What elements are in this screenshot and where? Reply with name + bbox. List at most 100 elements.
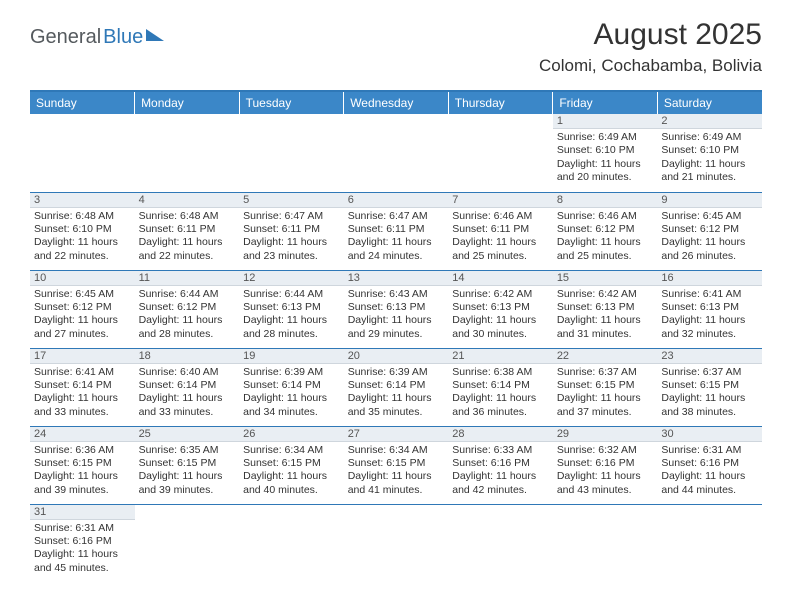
- daylight-text-1: Daylight: 11 hours: [243, 392, 340, 405]
- weekday-header: Monday: [135, 92, 240, 114]
- sunrise-text: Sunrise: 6:42 AM: [557, 288, 654, 301]
- sunset-text: Sunset: 6:16 PM: [661, 457, 758, 470]
- weekday-header: Thursday: [448, 92, 553, 114]
- sunrise-text: Sunrise: 6:35 AM: [139, 444, 236, 457]
- daylight-text-1: Daylight: 11 hours: [34, 548, 131, 561]
- sunrise-text: Sunrise: 6:44 AM: [139, 288, 236, 301]
- day-number: 10: [30, 271, 135, 286]
- logo-triangle-icon: [146, 29, 164, 41]
- calendar-weekday-header: SundayMondayTuesdayWednesdayThursdayFrid…: [30, 92, 762, 114]
- sunrise-text: Sunrise: 6:37 AM: [661, 366, 758, 379]
- daylight-text-2: and 34 minutes.: [243, 406, 340, 419]
- day-number: 14: [448, 271, 553, 286]
- day-number: 4: [135, 193, 240, 208]
- day-details: Sunrise: 6:37 AMSunset: 6:15 PMDaylight:…: [657, 364, 762, 424]
- sunset-text: Sunset: 6:14 PM: [139, 379, 236, 392]
- calendar-day-cell: 6Sunrise: 6:47 AMSunset: 6:11 PMDaylight…: [344, 192, 449, 270]
- daylight-text-2: and 33 minutes.: [139, 406, 236, 419]
- sunset-text: Sunset: 6:15 PM: [243, 457, 340, 470]
- sunrise-text: Sunrise: 6:49 AM: [661, 131, 758, 144]
- sunrise-text: Sunrise: 6:37 AM: [557, 366, 654, 379]
- daylight-text-2: and 32 minutes.: [661, 328, 758, 341]
- sunset-text: Sunset: 6:13 PM: [348, 301, 445, 314]
- calendar-day-cell: 12Sunrise: 6:44 AMSunset: 6:13 PMDayligh…: [239, 270, 344, 348]
- sunset-text: Sunset: 6:13 PM: [243, 301, 340, 314]
- sunset-text: Sunset: 6:10 PM: [34, 223, 131, 236]
- logo-text-blue: Blue: [103, 26, 143, 49]
- sunrise-text: Sunrise: 6:44 AM: [243, 288, 340, 301]
- location-label: Colomi, Cochabamba, Bolivia: [30, 56, 762, 76]
- calendar-week-row: 31Sunrise: 6:31 AMSunset: 6:16 PMDayligh…: [30, 504, 762, 582]
- daylight-text-1: Daylight: 11 hours: [557, 392, 654, 405]
- calendar-day-cell: 2Sunrise: 6:49 AMSunset: 6:10 PMDaylight…: [657, 114, 762, 192]
- calendar-empty-cell: [239, 114, 344, 192]
- sunrise-text: Sunrise: 6:43 AM: [348, 288, 445, 301]
- daylight-text-1: Daylight: 11 hours: [34, 314, 131, 327]
- weekday-header: Friday: [553, 92, 658, 114]
- daylight-text-1: Daylight: 11 hours: [243, 236, 340, 249]
- daylight-text-2: and 45 minutes.: [34, 562, 131, 575]
- day-number: 30: [657, 427, 762, 442]
- day-number: 5: [239, 193, 344, 208]
- calendar-empty-cell: [553, 504, 658, 582]
- day-number: 6: [344, 193, 449, 208]
- calendar-day-cell: 5Sunrise: 6:47 AMSunset: 6:11 PMDaylight…: [239, 192, 344, 270]
- daylight-text-2: and 38 minutes.: [661, 406, 758, 419]
- calendar-empty-cell: [239, 504, 344, 582]
- daylight-text-1: Daylight: 11 hours: [348, 314, 445, 327]
- calendar-day-cell: 26Sunrise: 6:34 AMSunset: 6:15 PMDayligh…: [239, 426, 344, 504]
- day-details: Sunrise: 6:48 AMSunset: 6:10 PMDaylight:…: [30, 208, 135, 268]
- sunset-text: Sunset: 6:11 PM: [348, 223, 445, 236]
- calendar-day-cell: 1Sunrise: 6:49 AMSunset: 6:10 PMDaylight…: [553, 114, 658, 192]
- daylight-text-1: Daylight: 11 hours: [139, 470, 236, 483]
- logo: General Blue: [30, 26, 164, 49]
- sunset-text: Sunset: 6:15 PM: [139, 457, 236, 470]
- daylight-text-2: and 28 minutes.: [139, 328, 236, 341]
- calendar-empty-cell: [135, 504, 240, 582]
- day-number: 21: [448, 349, 553, 364]
- sunset-text: Sunset: 6:12 PM: [661, 223, 758, 236]
- sunrise-text: Sunrise: 6:47 AM: [348, 210, 445, 223]
- calendar-day-cell: 11Sunrise: 6:44 AMSunset: 6:12 PMDayligh…: [135, 270, 240, 348]
- daylight-text-2: and 22 minutes.: [139, 250, 236, 263]
- calendar-day-cell: 25Sunrise: 6:35 AMSunset: 6:15 PMDayligh…: [135, 426, 240, 504]
- calendar-day-cell: 20Sunrise: 6:39 AMSunset: 6:14 PMDayligh…: [344, 348, 449, 426]
- sunset-text: Sunset: 6:10 PM: [661, 144, 758, 157]
- sunset-text: Sunset: 6:15 PM: [557, 379, 654, 392]
- daylight-text-2: and 37 minutes.: [557, 406, 654, 419]
- sunset-text: Sunset: 6:14 PM: [348, 379, 445, 392]
- daylight-text-1: Daylight: 11 hours: [661, 236, 758, 249]
- sunset-text: Sunset: 6:13 PM: [452, 301, 549, 314]
- day-details: Sunrise: 6:46 AMSunset: 6:12 PMDaylight:…: [553, 208, 658, 268]
- calendar-day-cell: 9Sunrise: 6:45 AMSunset: 6:12 PMDaylight…: [657, 192, 762, 270]
- sunset-text: Sunset: 6:14 PM: [34, 379, 131, 392]
- calendar-day-cell: 22Sunrise: 6:37 AMSunset: 6:15 PMDayligh…: [553, 348, 658, 426]
- sunrise-text: Sunrise: 6:49 AM: [557, 131, 654, 144]
- calendar-table: SundayMondayTuesdayWednesdayThursdayFrid…: [30, 92, 762, 582]
- sunset-text: Sunset: 6:13 PM: [661, 301, 758, 314]
- weekday-header: Saturday: [657, 92, 762, 114]
- calendar-week-row: 17Sunrise: 6:41 AMSunset: 6:14 PMDayligh…: [30, 348, 762, 426]
- calendar-week-row: 3Sunrise: 6:48 AMSunset: 6:10 PMDaylight…: [30, 192, 762, 270]
- daylight-text-1: Daylight: 11 hours: [661, 392, 758, 405]
- sunrise-text: Sunrise: 6:31 AM: [661, 444, 758, 457]
- daylight-text-1: Daylight: 11 hours: [557, 236, 654, 249]
- day-number: 28: [448, 427, 553, 442]
- day-details: Sunrise: 6:49 AMSunset: 6:10 PMDaylight:…: [657, 129, 762, 189]
- calendar-empty-cell: [657, 504, 762, 582]
- day-number: 27: [344, 427, 449, 442]
- day-details: Sunrise: 6:31 AMSunset: 6:16 PMDaylight:…: [30, 520, 135, 580]
- daylight-text-2: and 43 minutes.: [557, 484, 654, 497]
- calendar-empty-cell: [30, 114, 135, 192]
- calendar-empty-cell: [135, 114, 240, 192]
- daylight-text-2: and 35 minutes.: [348, 406, 445, 419]
- sunrise-text: Sunrise: 6:34 AM: [243, 444, 340, 457]
- sunset-text: Sunset: 6:16 PM: [34, 535, 131, 548]
- sunrise-text: Sunrise: 6:41 AM: [34, 366, 131, 379]
- day-details: Sunrise: 6:31 AMSunset: 6:16 PMDaylight:…: [657, 442, 762, 502]
- sunrise-text: Sunrise: 6:46 AM: [557, 210, 654, 223]
- day-details: Sunrise: 6:41 AMSunset: 6:13 PMDaylight:…: [657, 286, 762, 346]
- day-details: Sunrise: 6:42 AMSunset: 6:13 PMDaylight:…: [553, 286, 658, 346]
- day-details: Sunrise: 6:47 AMSunset: 6:11 PMDaylight:…: [344, 208, 449, 268]
- daylight-text-2: and 39 minutes.: [34, 484, 131, 497]
